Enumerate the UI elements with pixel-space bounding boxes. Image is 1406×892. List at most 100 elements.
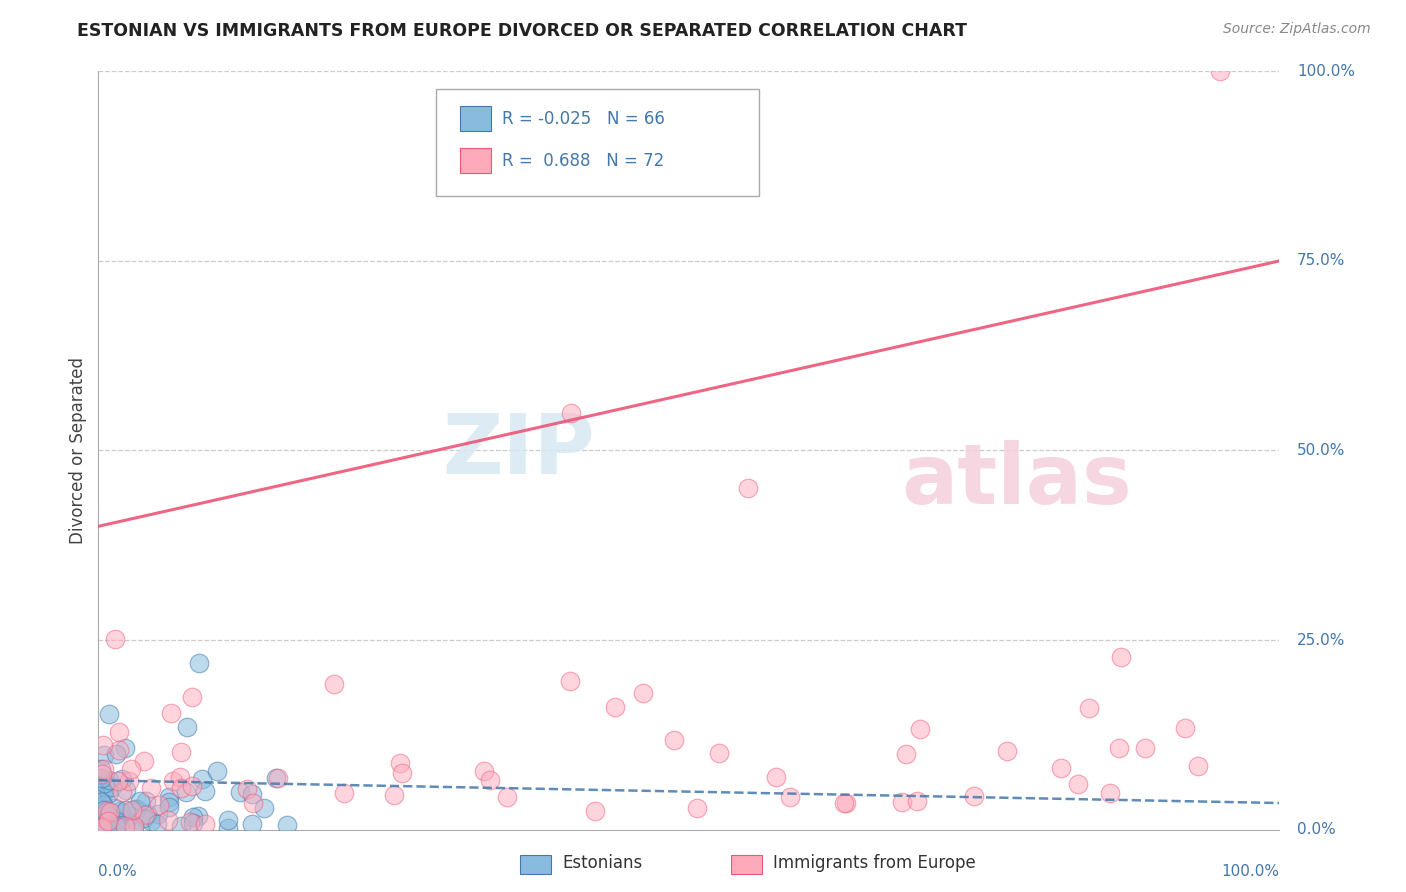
Text: ESTONIAN VS IMMIGRANTS FROM EUROPE DIVORCED OR SEPARATED CORRELATION CHART: ESTONIAN VS IMMIGRANTS FROM EUROPE DIVOR… [77,22,967,40]
Point [1109,650,1132,665]
Point [114,740,136,755]
Point [105,819,128,833]
Point [93,747,115,762]
Text: R = -0.025   N = 66: R = -0.025 N = 66 [502,110,665,128]
Point [685,800,707,814]
Point [128,794,150,808]
Point [1187,758,1209,772]
Point [111,772,134,787]
Point [96,821,118,835]
Text: 25.0%: 25.0% [1298,632,1346,648]
Point [631,686,654,700]
Point [332,786,354,800]
Point [117,774,139,789]
Point [1099,786,1122,800]
Text: ZIP: ZIP [441,410,595,491]
Point [391,765,413,780]
Text: Immigrants from Europe: Immigrants from Europe [773,855,976,872]
Point [264,772,287,786]
Point [894,747,917,761]
Point [91,797,114,812]
Point [97,814,120,829]
Point [148,797,170,812]
Point [1108,740,1130,755]
Point [240,817,263,831]
Point [496,790,519,805]
Text: 75.0%: 75.0% [1298,253,1346,268]
Point [179,815,201,830]
Point [146,806,169,821]
Point [108,743,131,757]
Point [91,820,114,834]
Point [122,819,145,833]
Point [105,814,128,829]
Text: Estonians: Estonians [562,855,643,872]
Text: R =  0.688   N = 72: R = 0.688 N = 72 [502,152,664,169]
Point [94,776,117,790]
Point [90,821,112,835]
Point [905,794,928,808]
Point [169,781,191,796]
Point [98,706,121,721]
Point [108,821,131,835]
Point [560,405,582,420]
Point [93,785,115,799]
Point [267,772,290,786]
Point [181,810,204,824]
Point [662,733,685,747]
Point [93,821,115,835]
Point [583,805,606,819]
Point [194,817,217,831]
Point [995,744,1018,758]
Point [253,801,276,815]
Text: Source: ZipAtlas.com: Source: ZipAtlas.com [1223,22,1371,37]
Point [93,785,115,799]
Point [98,772,121,787]
Point [707,747,730,761]
Point [136,807,159,822]
Point [115,783,138,797]
Point [93,803,115,817]
Point [187,656,209,670]
Point [91,771,114,785]
Point [135,794,157,808]
Point [121,821,143,835]
Y-axis label: Divorced or Separated: Divorced or Separated [69,357,87,544]
Text: 0.0%: 0.0% [98,863,138,879]
Point [98,805,121,820]
Point [1078,701,1101,715]
Point [132,810,155,824]
Point [187,809,209,823]
Point [229,785,252,799]
Point [139,780,162,795]
Point [104,801,127,815]
Point [111,785,134,799]
Point [90,796,112,810]
Point [121,803,143,817]
Point [1050,761,1073,775]
Point [120,762,142,776]
Point [93,762,115,776]
Text: 100.0%: 100.0% [1298,64,1355,78]
Point [101,780,124,794]
Point [765,770,787,784]
Point [91,767,114,781]
Point [170,745,193,759]
Point [156,814,179,828]
Point [170,819,193,833]
Point [1209,64,1232,78]
Point [115,803,138,817]
Point [157,800,180,814]
Point [107,773,129,788]
Text: 50.0%: 50.0% [1298,443,1346,458]
Point [90,762,112,776]
Point [1133,740,1156,755]
Point [169,770,191,784]
Point [908,723,931,737]
Point [159,706,181,720]
Point [90,821,112,835]
Point [181,690,204,704]
Point [97,785,120,799]
Text: 0.0%: 0.0% [1298,822,1336,837]
Point [181,815,204,830]
